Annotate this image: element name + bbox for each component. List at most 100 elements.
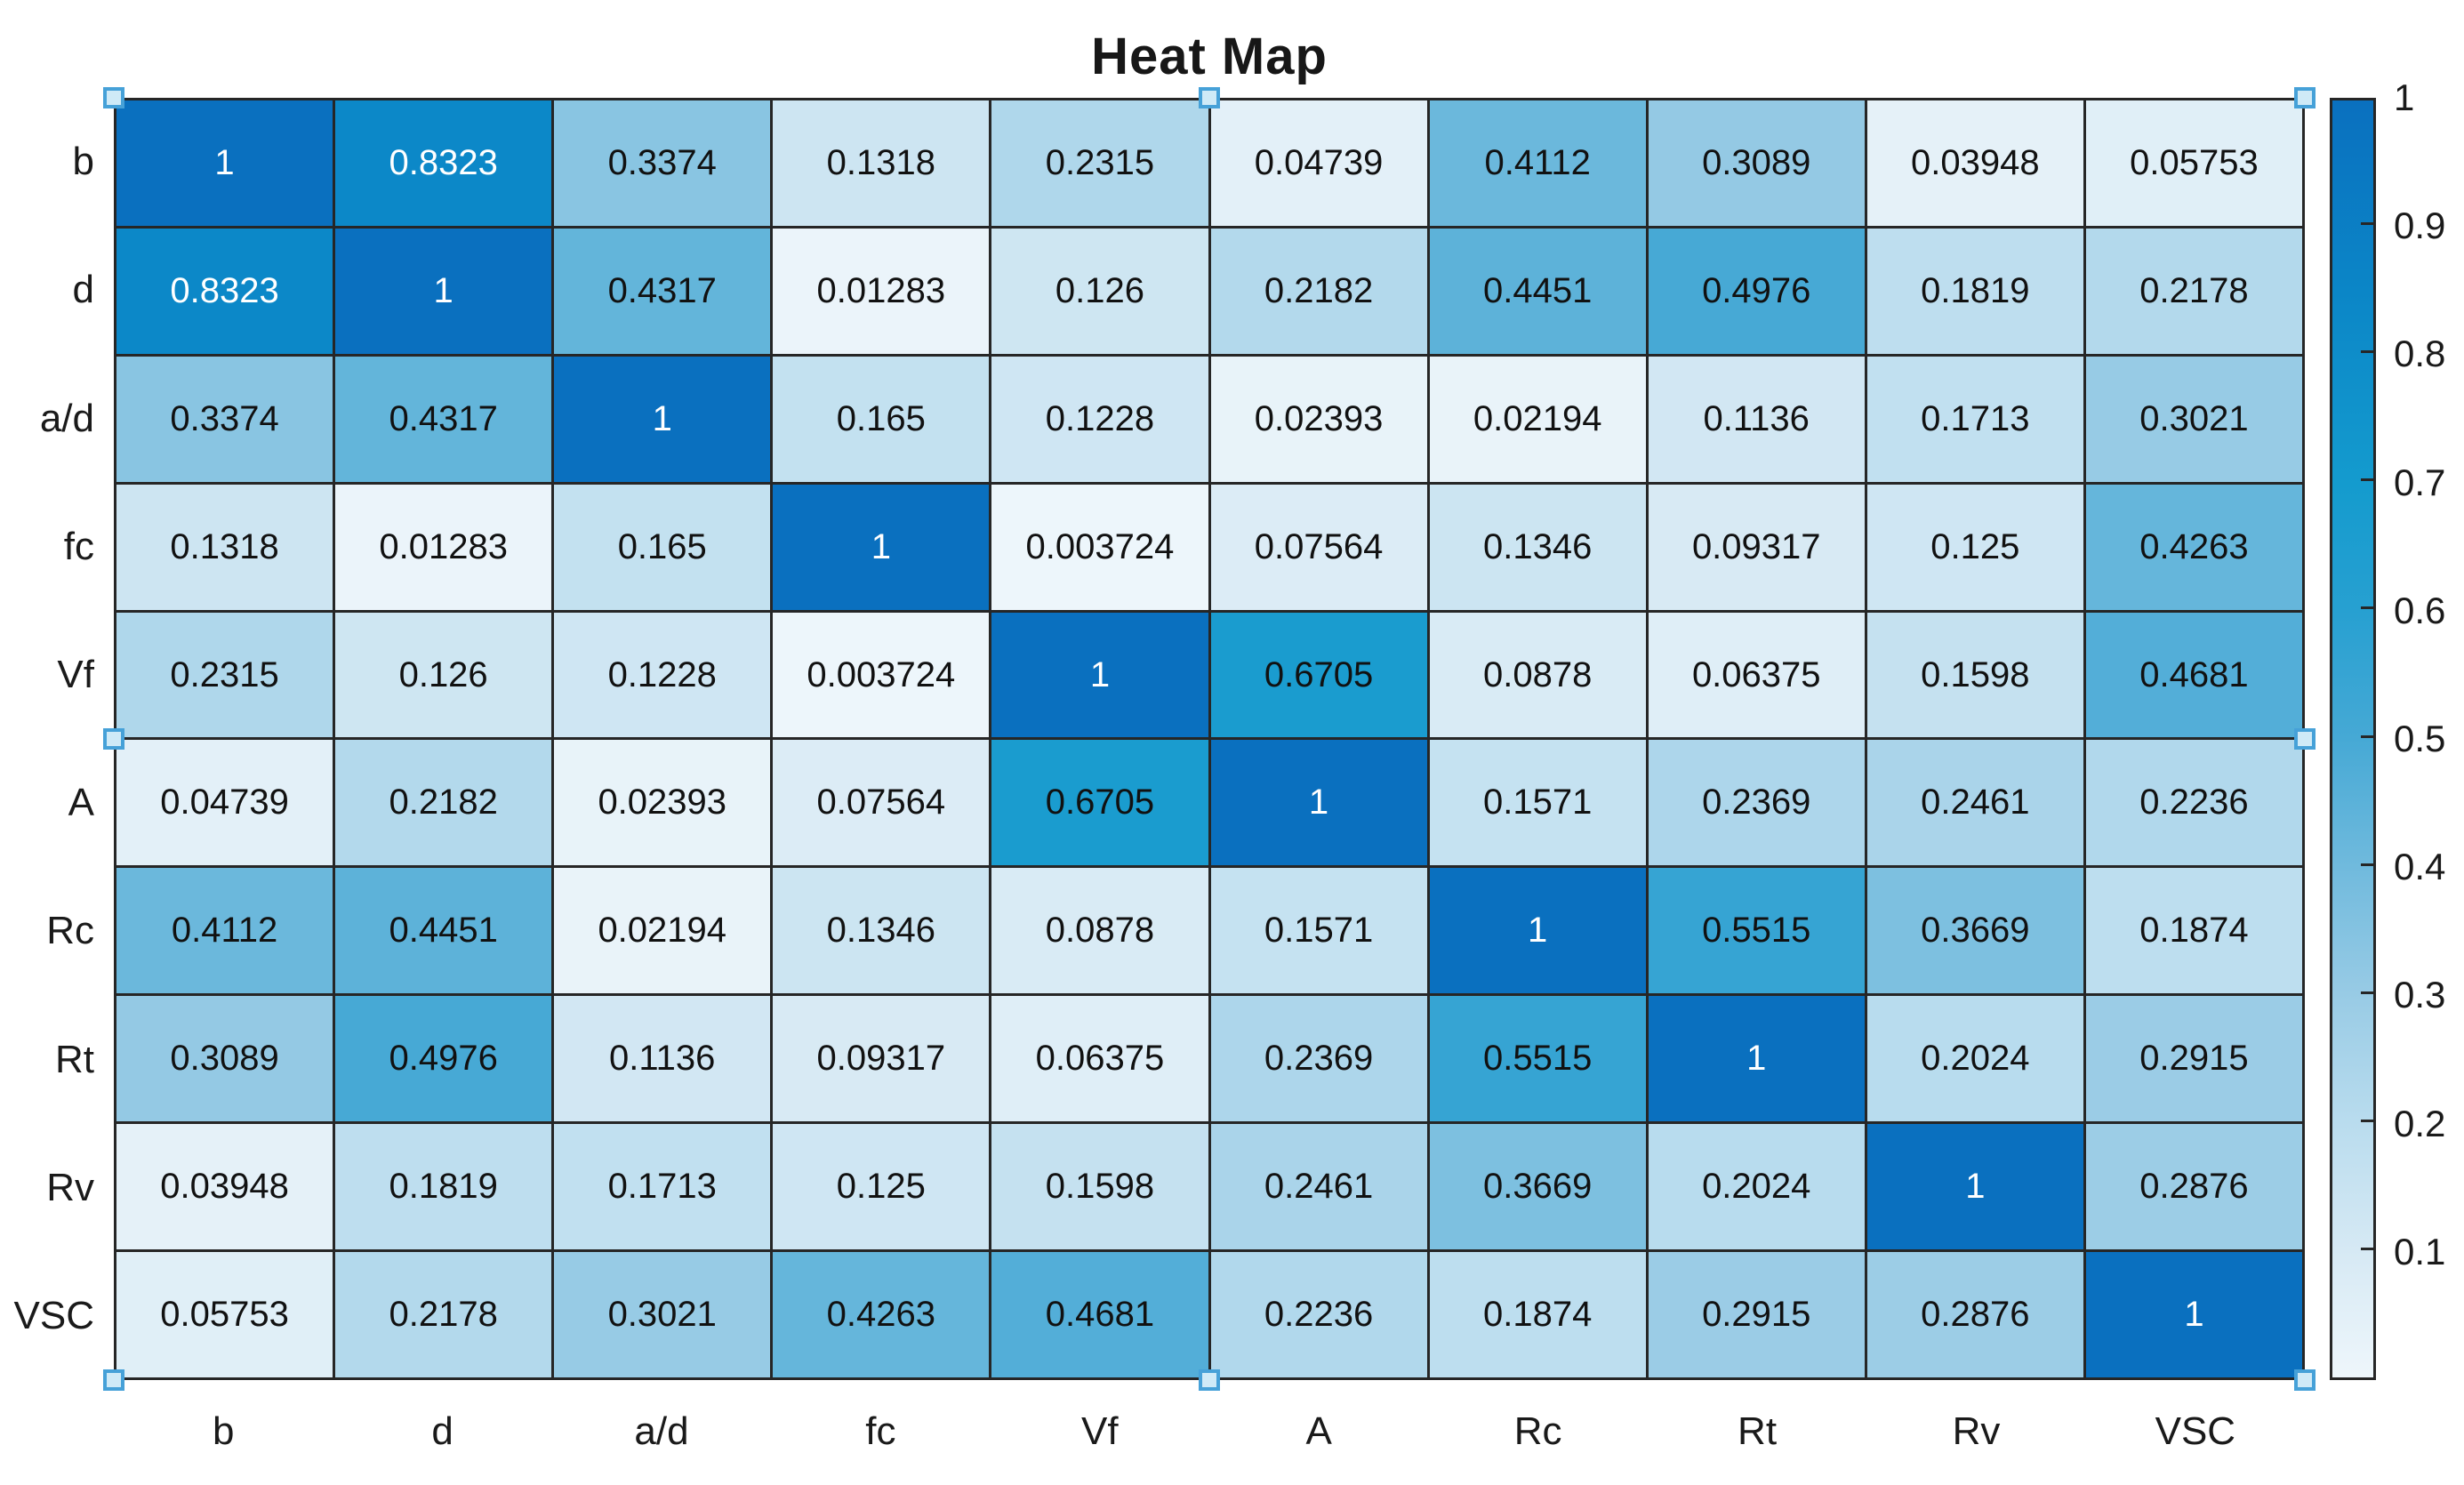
heatmap-cell-Vf-Rc: 0.0878	[1429, 612, 1646, 738]
selection-handle-top-center[interactable]	[1199, 87, 1220, 108]
heatmap-cell-VSC-A: 0.2236	[1210, 1252, 1427, 1377]
selection-handle-top-left[interactable]	[103, 87, 124, 108]
heatmap-cell-fc-VSC: 0.4263	[2085, 484, 2302, 610]
selection-handle-bottom-center[interactable]	[1199, 1369, 1220, 1391]
colorbar-tick-labels: 1 0.9 0.8 0.7 0.6 0.5 0.4 0.3 0.2 0.1	[2394, 76, 2463, 1380]
chart-title: Heat Map	[1091, 28, 1328, 85]
heatmap-cell-Rv-b: 0.03948	[116, 1124, 333, 1250]
x-axis-label-fc: fc	[865, 1409, 896, 1453]
heatmap-cell-Vf-Rv: 0.1598	[1866, 612, 2083, 738]
colorbar-tick-label-0.3: 0.3	[2394, 974, 2446, 1016]
heatmap-cell-fc-Rc: 0.1346	[1429, 484, 1646, 610]
heatmap-cell-d-Vf: 0.126	[991, 228, 1208, 354]
colorbar-tick-label-0.2: 0.2	[2394, 1102, 2446, 1144]
y-axis-label-b: b	[72, 140, 94, 184]
heatmap-cell-fc-d: 0.01283	[335, 484, 552, 610]
y-axis-label-d: d	[72, 268, 94, 312]
heatmap-cell-Rt-A: 0.2369	[1210, 996, 1427, 1122]
colorbar-tick-label-0.1: 0.1	[2394, 1230, 2446, 1272]
heatmap-cell-Vf-Rt: 0.06375	[1648, 612, 1865, 738]
heatmap-cell-Rc-Rv: 0.3669	[1866, 868, 2083, 994]
heatmap-cell-Rv-Rt: 0.2024	[1648, 1124, 1865, 1250]
heatmap-cell-VSC-fc: 0.4263	[773, 1252, 990, 1377]
y-axis-label-Rt: Rt	[55, 1037, 94, 1081]
heatmap-cell-a/d-VSC: 0.3021	[2085, 356, 2302, 482]
heatmap-cell-b-b: 1	[116, 100, 333, 226]
heatmap-cell-b-Rt: 0.3089	[1648, 100, 1865, 226]
y-axis-label-Vf: Vf	[57, 652, 94, 696]
colorbar-tick-label-0.5: 0.5	[2394, 718, 2446, 759]
heatmap-cell-fc-A: 0.07564	[1210, 484, 1427, 610]
heatmap-cell-b-Rc: 0.4112	[1429, 100, 1646, 226]
heatmap-cell-Rt-Rt: 1	[1648, 996, 1865, 1122]
heatmap-cell-Rt-d: 0.4976	[335, 996, 552, 1122]
selection-handle-middle-left[interactable]	[103, 728, 124, 750]
colorbar-tick-mark	[2361, 349, 2373, 353]
heatmap-cell-Rv-Vf: 0.1598	[991, 1124, 1208, 1250]
heatmap-cell-b-Rv: 0.03948	[1866, 100, 2083, 226]
colorbar-tick-label-0.6: 0.6	[2394, 589, 2446, 631]
heatmap-cell-Rv-a/d: 0.1713	[554, 1124, 771, 1250]
y-axis-label-fc: fc	[63, 524, 94, 568]
heatmap-cell-A-a/d: 0.02393	[554, 740, 771, 866]
heatmap-cell-b-Vf: 0.2315	[991, 100, 1208, 226]
heatmap-cell-A-A: 1	[1210, 740, 1427, 866]
y-axis-labels: b d a/d fc Vf A Rc Rt Rv VSC	[0, 98, 94, 1380]
selection-handle-top-right[interactable]	[2294, 87, 2316, 108]
heatmap-cell-a/d-b: 0.3374	[116, 356, 333, 482]
heatmap-cell-Vf-Vf: 1	[991, 612, 1208, 738]
colorbar-tick-mark	[2361, 1248, 2373, 1251]
selection-handle-bottom-left[interactable]	[103, 1369, 124, 1391]
heatmap-cell-VSC-VSC: 1	[2085, 1252, 2302, 1377]
heatmap-cell-VSC-Rt: 0.2915	[1648, 1252, 1865, 1377]
heatmap-cell-Rv-Rc: 0.3669	[1429, 1124, 1646, 1250]
heatmap-cell-d-Rv: 0.1819	[1866, 228, 2083, 354]
heatmap-cell-b-fc: 0.1318	[773, 100, 990, 226]
colorbar	[2330, 98, 2376, 1380]
heatmap-plot-area[interactable]: 1 0.8323 0.3374 0.1318 0.2315 0.04739 0.4112 0.…	[114, 98, 2305, 1380]
heatmap-cell-VSC-b: 0.05753	[116, 1252, 333, 1377]
heatmap-cell-Rc-VSC: 0.1874	[2085, 868, 2302, 994]
heatmap-cell-Rt-b: 0.3089	[116, 996, 333, 1122]
heatmap-cell-d-a/d: 0.4317	[554, 228, 771, 354]
heatmap-cell-a/d-Vf: 0.1228	[991, 356, 1208, 482]
colorbar-tick-label-0.9: 0.9	[2394, 205, 2446, 247]
x-axis-label-A: A	[1305, 1409, 1332, 1453]
heatmap-cell-d-fc: 0.01283	[773, 228, 990, 354]
heatmap-cell-d-b: 0.8323	[116, 228, 333, 354]
heatmap-cell-fc-b: 0.1318	[116, 484, 333, 610]
colorbar-tick-label-0.8: 0.8	[2394, 333, 2446, 375]
heatmap-cell-a/d-a/d: 1	[554, 356, 771, 482]
heatmap-cell-VSC-Vf: 0.4681	[991, 1252, 1208, 1377]
heatmap-cell-Rv-fc: 0.125	[773, 1124, 990, 1250]
heatmap-cell-VSC-a/d: 0.3021	[554, 1252, 771, 1377]
colorbar-tick-label-0.7: 0.7	[2394, 461, 2446, 503]
x-axis-label-Rc: Rc	[1513, 1409, 1562, 1453]
x-axis-label-b: b	[212, 1409, 235, 1453]
heatmap-cell-b-d: 0.8323	[335, 100, 552, 226]
heatmap-cell-VSC-Rc: 0.1874	[1429, 1252, 1646, 1377]
selection-handle-bottom-right[interactable]	[2294, 1369, 2316, 1391]
x-axis-label-d: d	[431, 1409, 453, 1453]
heatmap-cell-Rc-Rt: 0.5515	[1648, 868, 1865, 994]
colorbar-tick-mark	[2361, 734, 2373, 738]
heatmap-cell-VSC-d: 0.2178	[335, 1252, 552, 1377]
x-axis-label-a/d: a/d	[634, 1409, 689, 1453]
heatmap-cell-fc-Rt: 0.09317	[1648, 484, 1865, 610]
heatmap-cell-b-A: 0.04739	[1210, 100, 1427, 226]
heatmap-cell-Rt-Rc: 0.5515	[1429, 996, 1646, 1122]
heatmap-cell-Rc-fc: 0.1346	[773, 868, 990, 994]
heatmap-cell-d-Rt: 0.4976	[1648, 228, 1865, 354]
heatmap-cell-A-Vf: 0.6705	[991, 740, 1208, 866]
heatmap-cell-d-Rc: 0.4451	[1429, 228, 1646, 354]
heatmap-cell-Rv-d: 0.1819	[335, 1124, 552, 1250]
x-axis-label-VSC: VSC	[2155, 1409, 2236, 1453]
x-axis-label-Vf: Vf	[1081, 1409, 1119, 1453]
heatmap-cell-fc-a/d: 0.165	[554, 484, 771, 610]
selection-handle-middle-right[interactable]	[2294, 728, 2316, 750]
heatmap-cell-VSC-Rv: 0.2876	[1866, 1252, 2083, 1377]
heatmap-cell-Vf-fc: 0.003724	[773, 612, 990, 738]
colorbar-tick-mark	[2361, 863, 2373, 866]
colorbar-tick-mark	[2361, 991, 2373, 994]
heatmap-cell-fc-Vf: 0.003724	[991, 484, 1208, 610]
